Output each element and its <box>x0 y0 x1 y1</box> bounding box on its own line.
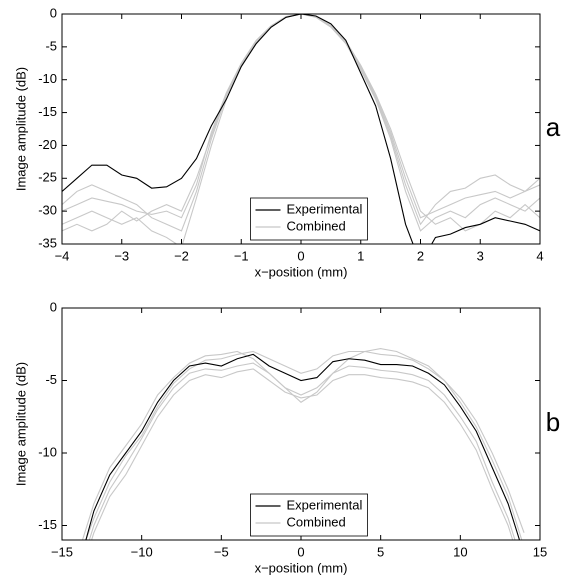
series-line <box>62 14 540 232</box>
y-tick-label: -35 <box>38 235 57 250</box>
y-tick-label: -20 <box>38 137 57 152</box>
x-tick-label: 15 <box>533 544 547 559</box>
x-tick-label: 0 <box>297 248 304 263</box>
legend-box <box>250 493 368 537</box>
y-tick-label: 0 <box>50 299 57 314</box>
series-line <box>81 348 523 540</box>
panel-label: a <box>546 112 561 142</box>
x-tick-label: 0 <box>297 544 304 559</box>
series-line <box>88 362 516 540</box>
x-tick-label: 4 <box>536 248 543 263</box>
y-tick-label: -5 <box>45 372 57 387</box>
y-tick-label: -15 <box>38 517 57 532</box>
plot-area <box>81 348 525 540</box>
legend-box <box>250 197 368 241</box>
series-line <box>62 14 540 219</box>
series-line <box>85 350 525 540</box>
series-line <box>62 14 540 244</box>
y-axis-label: Image amplitude (dB) <box>13 362 28 486</box>
panel-label: b <box>546 407 560 437</box>
series-line <box>91 368 514 540</box>
x-tick-label: −5 <box>214 544 229 559</box>
x-axis-label: x−position (mm) <box>255 560 348 575</box>
legend-label: Combined <box>287 218 346 233</box>
y-axis-label: Image amplitude (dB) <box>13 67 28 191</box>
x-tick-label: −10 <box>131 544 153 559</box>
x-tick-label: 10 <box>453 544 467 559</box>
y-tick-label: -5 <box>45 38 57 53</box>
x-tick-label: −15 <box>51 544 73 559</box>
legend-label: Combined <box>287 514 346 529</box>
x-tick-label: 3 <box>477 248 484 263</box>
x-tick-label: −3 <box>114 248 129 263</box>
x-tick-label: 5 <box>377 544 384 559</box>
plot-area <box>62 14 540 244</box>
x-tick-label: −4 <box>55 248 70 263</box>
series-line <box>62 14 540 232</box>
series-line <box>85 353 521 540</box>
x-tick-label: 1 <box>357 248 364 263</box>
x-tick-label: −1 <box>234 248 249 263</box>
y-tick-label: 0 <box>50 5 57 20</box>
y-tick-label: -10 <box>38 71 57 86</box>
y-tick-label: -25 <box>38 170 57 185</box>
x-tick-label: 2 <box>417 248 424 263</box>
x-axis-label: x−position (mm) <box>255 264 348 279</box>
series-line <box>62 14 540 244</box>
legend-label: Experimental <box>287 201 363 216</box>
y-tick-label: -15 <box>38 104 57 119</box>
legend-label: Experimental <box>287 497 363 512</box>
x-tick-label: −2 <box>174 248 189 263</box>
y-tick-label: -30 <box>38 203 57 218</box>
y-tick-label: -10 <box>38 444 57 459</box>
